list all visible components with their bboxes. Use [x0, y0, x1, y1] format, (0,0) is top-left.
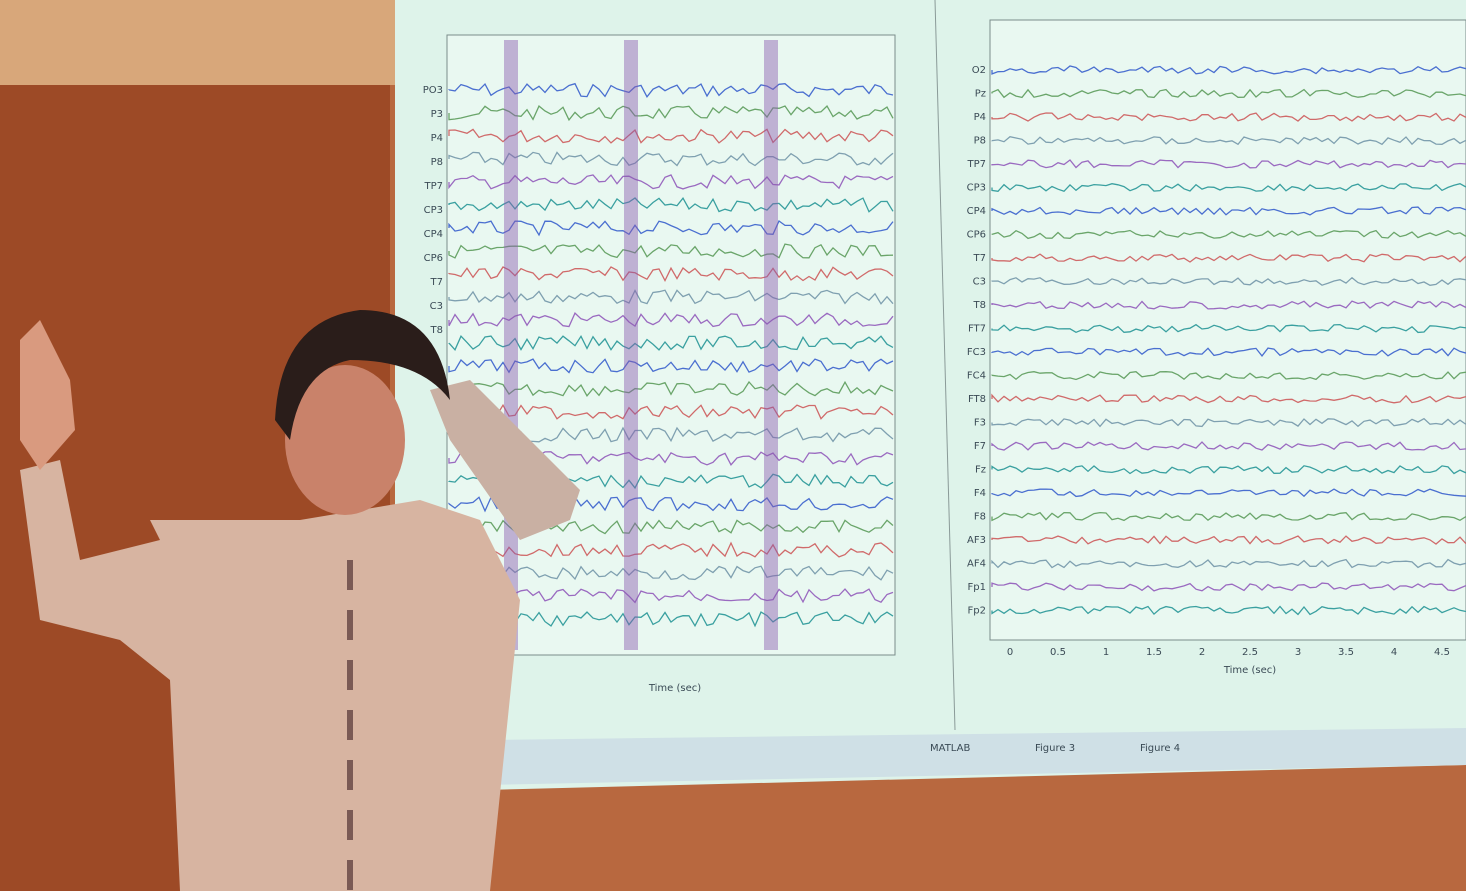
x-tick-label: 4.5 — [1434, 647, 1450, 658]
channel-label: T8 — [973, 300, 986, 311]
wall-top — [0, 0, 400, 85]
channel-label: C3 — [973, 277, 986, 288]
channel-label: FT8 — [968, 394, 986, 405]
channel-label: P4 — [974, 112, 986, 123]
photo: PO3 P3 P4 P8 TP7 CP3 CP4 CP6 T7 C3 T8 Time (sec) O2 P… — [0, 0, 1466, 891]
channel-label: CP3 — [424, 205, 443, 216]
taskbar-item: MATLAB — [930, 743, 970, 754]
x-tick-label: 0.5 — [1050, 647, 1066, 658]
channel-label: P4 — [431, 133, 443, 144]
x-tick-label: 2.5 — [1242, 647, 1258, 658]
channel-label: CP4 — [424, 229, 443, 240]
channel-label: C3 — [430, 301, 443, 312]
channel-label: CP6 — [424, 253, 443, 264]
channel-label: TP7 — [423, 181, 443, 192]
channel-label: P8 — [974, 136, 986, 147]
channel-label: AF3 — [967, 535, 986, 546]
x-axis-label: Time (sec) — [1223, 665, 1276, 676]
x-tick-label: 0 — [1007, 647, 1013, 658]
channel-label: CP6 — [967, 230, 986, 241]
x-tick-label: 1 — [1103, 647, 1109, 658]
x-tick-label: 1.5 — [1146, 647, 1162, 658]
channel-label: AF4 — [967, 559, 986, 570]
channel-label: Fp1 — [968, 582, 986, 593]
taskbar-item: Figure 4 — [1140, 743, 1180, 754]
x-axis-label: Time (sec) — [648, 683, 701, 694]
channel-label: T7 — [973, 253, 986, 264]
artifact-band — [764, 40, 778, 650]
x-tick-label: 3 — [1295, 647, 1301, 658]
channel-label: F8 — [974, 512, 986, 523]
channel-label: Fp2 — [968, 606, 986, 617]
channel-label: T7 — [430, 277, 443, 288]
x-tick-label: 3.5 — [1338, 647, 1354, 658]
taskbar-item: Figure 3 — [1035, 743, 1075, 754]
channel-label: Fz — [975, 465, 986, 476]
channel-label: PO3 — [423, 85, 443, 96]
x-tick-label: 4 — [1391, 647, 1397, 658]
channel-label: P8 — [431, 157, 443, 168]
channel-label: CP4 — [967, 206, 986, 217]
channel-label: Pz — [975, 89, 986, 100]
channel-label: F3 — [974, 418, 986, 429]
artifact-band — [624, 40, 638, 650]
channel-label: FT7 — [968, 324, 986, 335]
channel-label: O2 — [972, 65, 986, 76]
channel-label: FC4 — [967, 371, 986, 382]
channel-label: F7 — [974, 441, 986, 452]
channel-label: P3 — [431, 109, 443, 120]
channel-label: FC3 — [967, 347, 986, 358]
x-tick-label: 2 — [1199, 647, 1205, 658]
channel-label: T8 — [430, 325, 443, 336]
channel-label: TP7 — [966, 159, 986, 170]
channel-label: CP3 — [967, 183, 986, 194]
artifact-band — [504, 40, 518, 650]
channel-label: F4 — [974, 488, 986, 499]
